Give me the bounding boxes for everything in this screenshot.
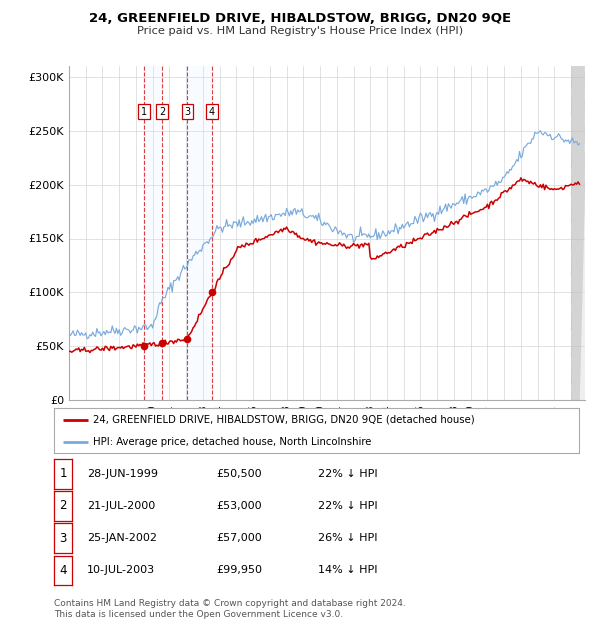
Text: 14% ↓ HPI: 14% ↓ HPI [318,565,377,575]
Text: 2: 2 [159,107,165,117]
Text: 22% ↓ HPI: 22% ↓ HPI [318,501,377,511]
Text: 28-JUN-1999: 28-JUN-1999 [87,469,158,479]
Text: Contains HM Land Registry data © Crown copyright and database right 2024.
This d: Contains HM Land Registry data © Crown c… [54,598,406,619]
Polygon shape [571,66,585,400]
Text: 24, GREENFIELD DRIVE, HIBALDSTOW, BRIGG, DN20 9QE (detached house): 24, GREENFIELD DRIVE, HIBALDSTOW, BRIGG,… [94,415,475,425]
Text: 3: 3 [59,532,67,544]
Text: 26% ↓ HPI: 26% ↓ HPI [318,533,377,543]
Text: £50,500: £50,500 [216,469,262,479]
Text: 22% ↓ HPI: 22% ↓ HPI [318,469,377,479]
Text: 25-JAN-2002: 25-JAN-2002 [87,533,157,543]
Text: 1: 1 [141,107,147,117]
Text: £57,000: £57,000 [216,533,262,543]
Text: 4: 4 [209,107,215,117]
Text: 1: 1 [59,467,67,480]
Text: 24, GREENFIELD DRIVE, HIBALDSTOW, BRIGG, DN20 9QE: 24, GREENFIELD DRIVE, HIBALDSTOW, BRIGG,… [89,12,511,25]
Text: £53,000: £53,000 [216,501,262,511]
Text: Price paid vs. HM Land Registry's House Price Index (HPI): Price paid vs. HM Land Registry's House … [137,26,463,36]
Text: HPI: Average price, detached house, North Lincolnshire: HPI: Average price, detached house, Nort… [94,437,372,447]
Text: 3: 3 [184,107,190,117]
Text: 10-JUL-2003: 10-JUL-2003 [87,565,155,575]
Text: 21-JUL-2000: 21-JUL-2000 [87,501,155,511]
Bar [186,66,214,400]
Bar [143,66,163,400]
Text: 2: 2 [59,500,67,512]
Text: 4: 4 [59,564,67,577]
Text: £99,950: £99,950 [216,565,262,575]
